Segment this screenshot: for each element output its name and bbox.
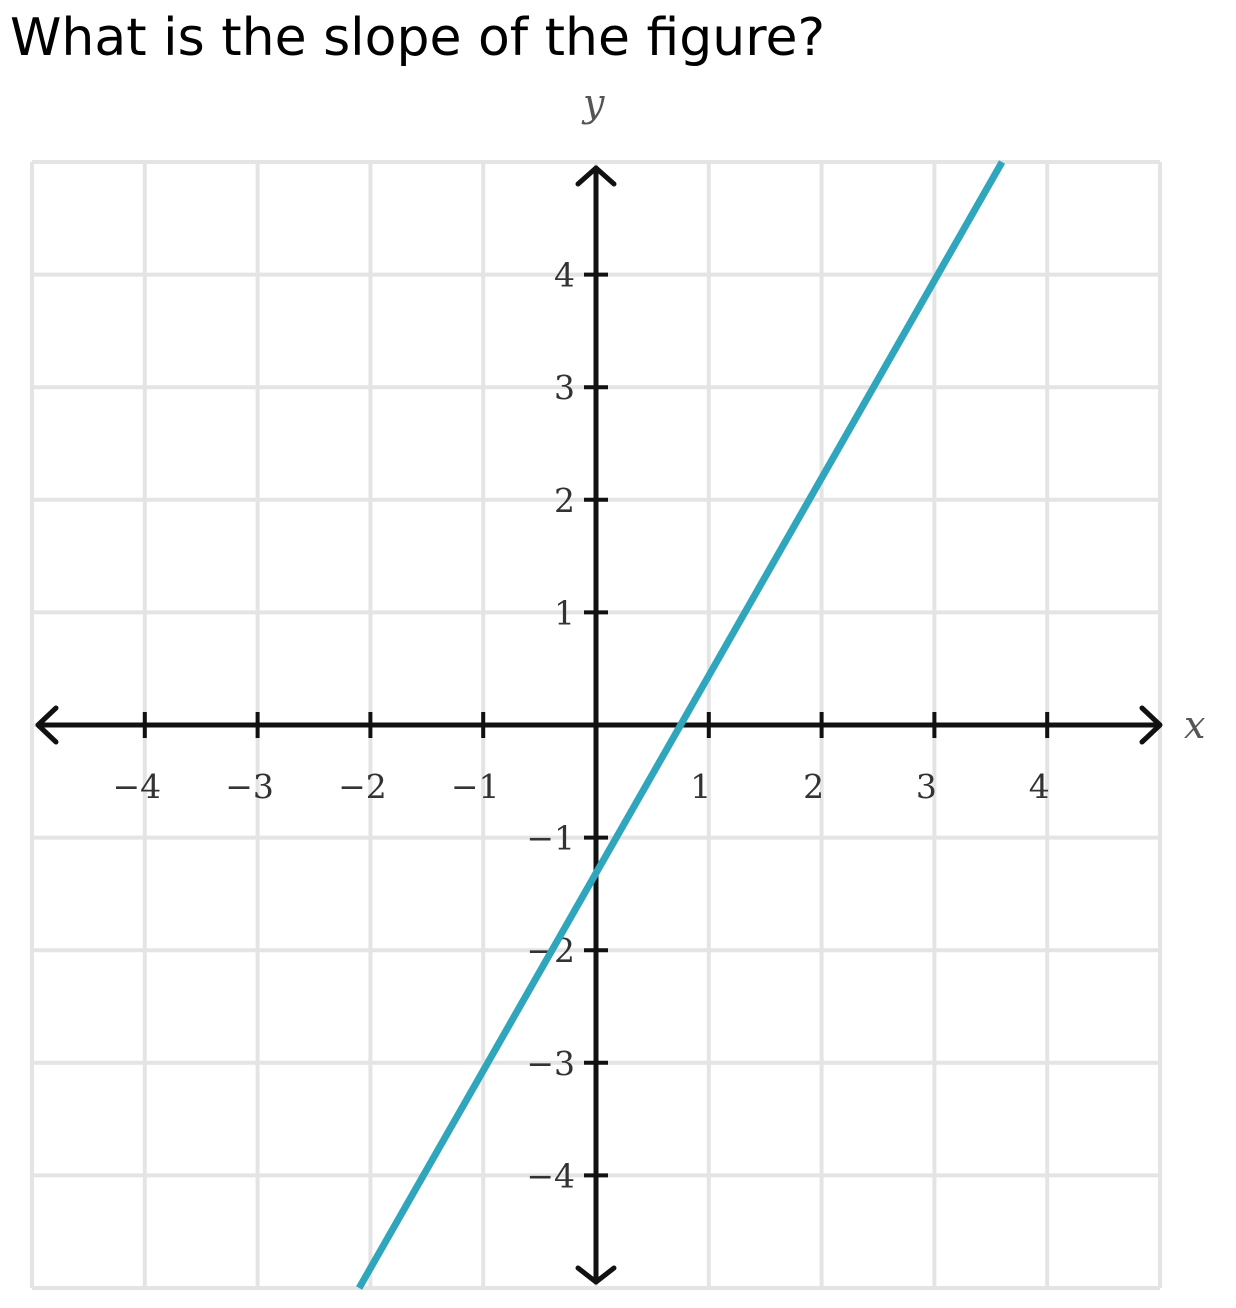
- y-tick-label: 3: [554, 368, 575, 407]
- x-axis-label: x: [1184, 703, 1205, 747]
- axes: [35, 165, 1163, 1285]
- plot-lines: [356, 160, 1006, 1290]
- x-tick-label: 2: [803, 767, 824, 806]
- x-tick-label: 3: [916, 767, 937, 806]
- y-axis-label: y: [581, 81, 605, 125]
- x-tick-label: −1: [451, 767, 500, 806]
- x-tick-label: 4: [1029, 767, 1050, 806]
- y-tick-label: −3: [526, 1044, 575, 1083]
- y-tick-label: 4: [554, 256, 575, 295]
- y-axis-arrow-up: [575, 165, 617, 187]
- x-tick-label: 1: [690, 767, 711, 806]
- y-tick-label: −1: [526, 819, 575, 858]
- y-tick-label: 2: [554, 481, 575, 520]
- y-tick-label: −4: [526, 1156, 575, 1195]
- question-text: What is the slope of the figure?: [10, 8, 826, 68]
- x-tick-label: −4: [112, 767, 161, 806]
- y-tick-label: 1: [554, 593, 575, 632]
- x-tick-label: −2: [338, 767, 387, 806]
- x-tick-label: −3: [225, 767, 274, 806]
- x-axis-arrow-right: [1139, 705, 1163, 745]
- plot-line: [356, 160, 1006, 1290]
- x-axis-arrow-left: [35, 705, 59, 745]
- y-axis-arrow-down: [575, 1265, 617, 1285]
